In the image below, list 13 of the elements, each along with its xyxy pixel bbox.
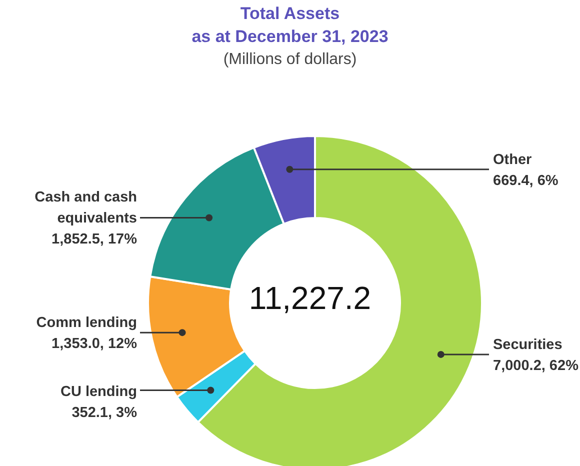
- slice-label: Comm lending: [36, 315, 137, 332]
- chart-title: Total Assets as at December 31, 2023: [190, 3, 390, 48]
- slice-label: Other: [493, 152, 532, 168]
- slice-label: CU lending: [60, 384, 137, 400]
- slice-label: Cash and cash equivalents: [34, 190, 137, 227]
- slice-label: Securities: [493, 336, 562, 353]
- data-label: 1,852.5, 17%: [52, 232, 138, 248]
- data-label: 669.4, 6%: [493, 172, 558, 189]
- data-label: 1,353.0, 12%: [52, 336, 138, 352]
- data-label: 352.1, 3%: [72, 405, 138, 422]
- text: 11,227.2: [248, 280, 372, 316]
- data-label: 7,000.2, 62%: [493, 358, 579, 374]
- chart-subtitle: (Millions of dollars): [222, 50, 358, 70]
